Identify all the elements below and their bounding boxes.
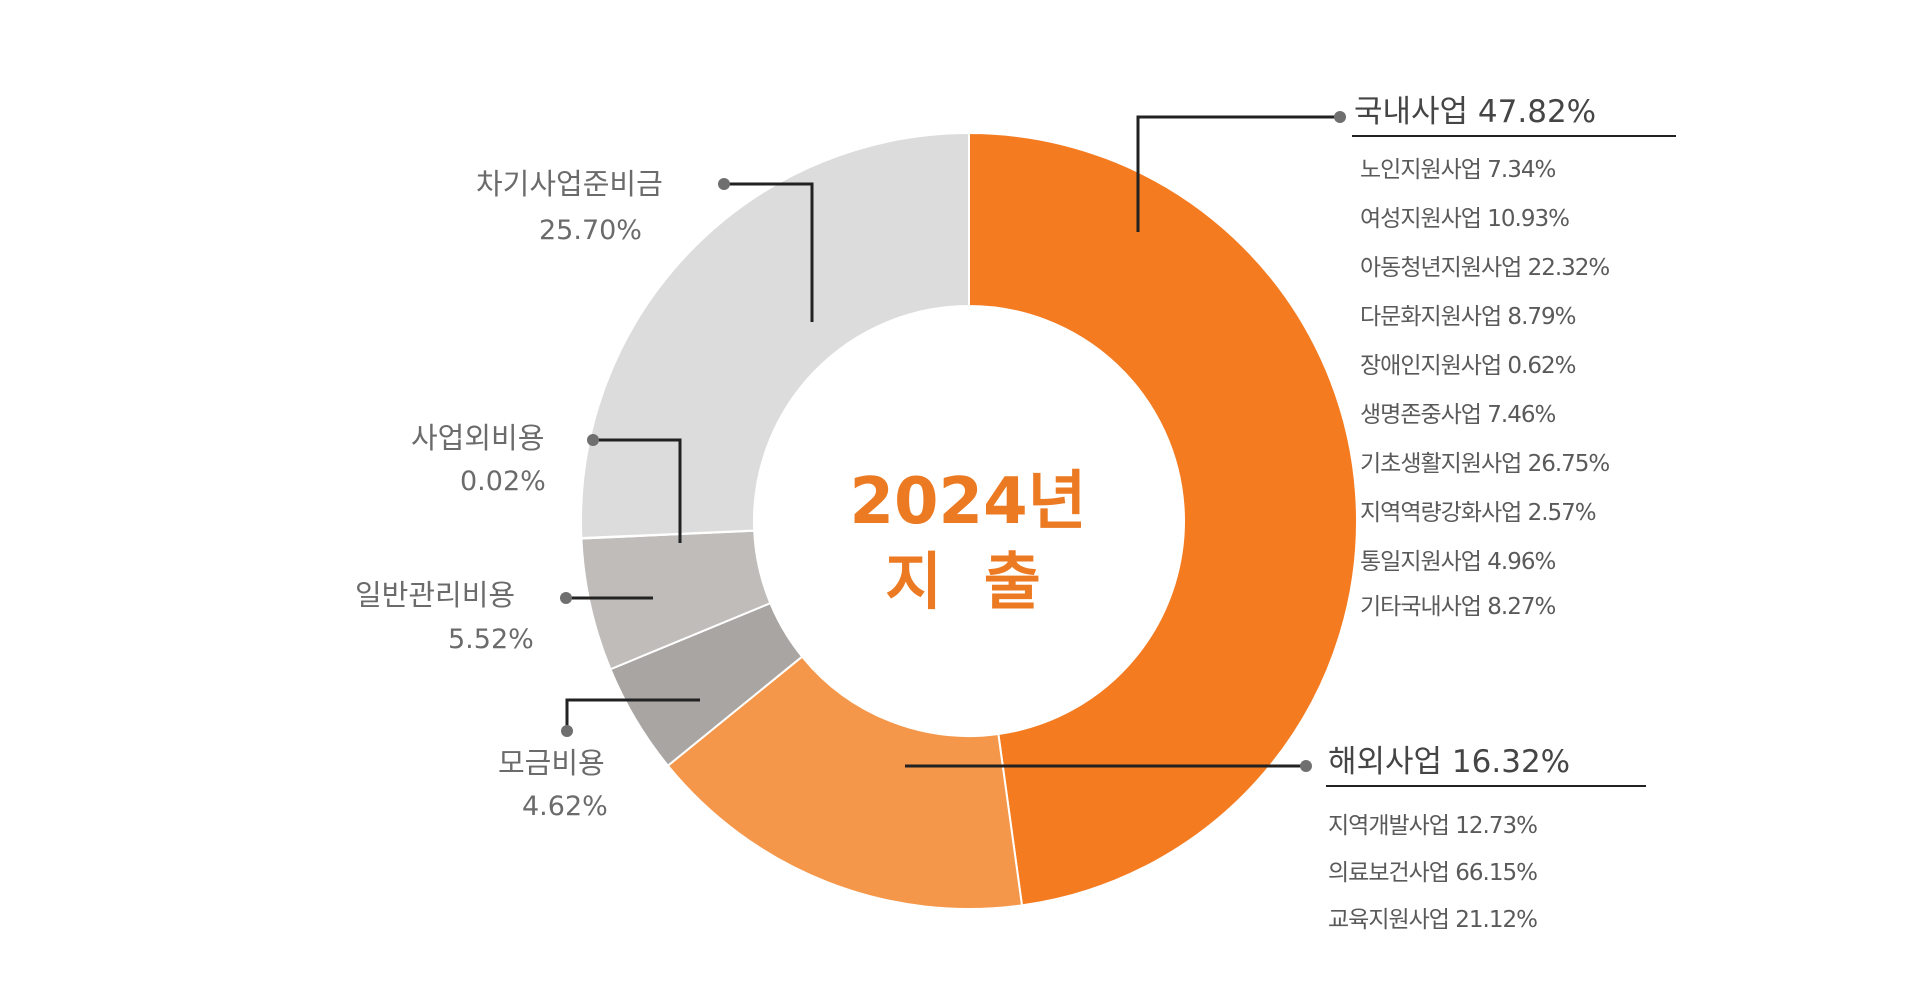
connector-dot-non-business [587,434,599,446]
domestic-item-disabled: 장애인지원사업 0.62% [1360,353,1576,379]
overseas-item-regional-development: 지역개발사업 12.73% [1328,813,1538,839]
connector-dot-domestic [1334,111,1346,123]
connector-dot-overseas [1300,760,1312,772]
connector-dot-general-admin [560,592,572,604]
domestic-item-women: 여성지원사업 10.93% [1360,206,1570,232]
non-business-label: 사업외비용 [411,421,545,455]
connector-reserve [724,182,814,322]
domestic-item-life-respect: 생명존중사업 7.46% [1360,402,1556,428]
center-expense-label: 지 출 [885,545,1051,618]
connector-dot-fundraising [561,725,573,737]
connector-non-business [593,438,682,543]
domestic-item-regional-capacity: 지역역량강화사업 2.57% [1360,500,1597,526]
domestic-item-unification: 통일지원사업 4.96% [1360,549,1556,575]
domestic-item-basic-living: 기초생활지원사업 26.75% [1360,451,1610,477]
connector-domestic [1136,115,1340,232]
non-business-percent: 0.02% [460,466,546,497]
domestic-item-other: 기타국내사업 8.27% [1360,594,1556,620]
connector-fundraising [565,698,700,731]
center-year-label: 2024년 [849,465,1087,539]
fundraising-label: 모금비용 [498,746,605,780]
fundraising-percent: 4.62% [522,791,608,822]
slices-layer [580,131,1358,910]
connector-dot-reserve [718,178,730,190]
slice-reserve [580,131,970,540]
overseas-title: 해외사업 16.32% [1328,744,1571,780]
overseas-item-medical-health: 의료보건사업 66.15% [1328,860,1538,886]
domestic-item-children-youth: 아동청년지원사업 22.32% [1360,255,1610,281]
slice-overseas [666,655,1024,910]
reserve-percent: 25.70% [539,215,642,246]
reserve-label: 차기사업준비금 [476,167,663,201]
general-admin-percent: 5.52% [448,624,534,655]
connectors-layer [560,111,1676,787]
domestic-item-multicultural: 다문화지원사업 8.79% [1360,304,1576,330]
domestic-title: 국내사업 47.82% [1354,94,1597,130]
domestic-item-elderly: 노인지원사업 7.34% [1360,157,1556,183]
overseas-item-education: 교육지원사업 21.12% [1328,907,1538,933]
general-admin-label: 일반관리비용 [355,578,516,612]
slice-domestic [968,131,1358,907]
